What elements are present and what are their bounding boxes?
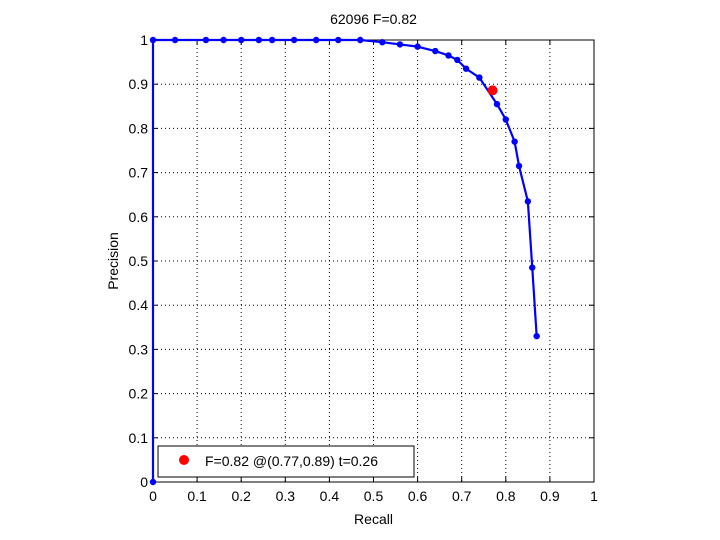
pr-curve-point — [149, 478, 157, 486]
y-tick-label: 1 — [140, 32, 148, 48]
x-tick-label: 0.7 — [452, 488, 472, 504]
legend: F=0.82 @(0.77,0.89) t=0.26 — [157, 445, 415, 478]
pr-curve-point — [238, 36, 245, 44]
x-axis-label: Recall — [354, 511, 393, 527]
pr-curve-point — [511, 138, 518, 145]
y-tick-label: 0.5 — [129, 253, 149, 269]
pr-curve-point — [149, 36, 157, 44]
pr-curve-point — [524, 198, 532, 205]
pr-curve-point — [202, 36, 210, 44]
pr-curve-point — [290, 36, 298, 44]
chart-title: 62096 F=0.82 — [330, 11, 417, 27]
grid — [153, 40, 594, 482]
pr-curve-point — [432, 47, 439, 55]
pr-curve-point — [515, 162, 523, 170]
x-tick-label: 0.9 — [540, 488, 560, 504]
pr-curve-point — [396, 41, 404, 48]
pr-curve-point — [255, 36, 263, 44]
x-tick-label: 0 — [149, 488, 157, 504]
pr-curve-point — [462, 65, 470, 72]
pr-curve-point — [493, 100, 501, 108]
x-tick-label: 0.5 — [364, 488, 384, 504]
x-tick-label: 0.2 — [231, 488, 251, 504]
y-tick-label: 0.9 — [129, 76, 149, 92]
y-tick-label: 0 — [140, 474, 148, 490]
legend-box — [157, 445, 415, 478]
pr-curve-point — [220, 36, 227, 44]
x-tick-label: 0.8 — [496, 488, 516, 504]
pr-curve-point — [533, 332, 540, 340]
y-tick-label: 0.2 — [129, 386, 149, 402]
axis-ticks: 0 0.1 0.2 0.3 0.4 0.5 0.6 0.7 0.8 0.9 1 0 0.1 0.2 0.3 0… — [129, 32, 599, 504]
x-tick-label: 0.3 — [276, 488, 296, 504]
pr-curve-point — [445, 52, 452, 59]
x-tick-label: 1 — [590, 488, 598, 504]
pr-curve-point — [357, 36, 364, 44]
pr-curve-point — [312, 36, 320, 44]
pr-curve-point — [454, 56, 461, 64]
pr-curve-point — [529, 264, 536, 271]
y-tick-label: 0.8 — [129, 120, 149, 136]
x-tick-label: 0.4 — [320, 488, 340, 504]
pr-curve-point — [268, 36, 276, 44]
y-tick-label: 0.4 — [129, 297, 149, 313]
best-f-point — [487, 85, 498, 96]
legend-marker — [179, 455, 189, 465]
pr-curve-point — [414, 43, 421, 50]
x-tick-label: 0.6 — [408, 488, 428, 504]
pr-curve-point — [171, 36, 179, 44]
y-tick-label: 0.6 — [129, 209, 149, 225]
y-tick-label: 0.1 — [129, 430, 149, 446]
pr-curve-point — [476, 74, 483, 81]
y-axis-label: Precision — [105, 232, 121, 290]
pr-curve-point — [379, 39, 386, 46]
pr-curve-point — [502, 116, 509, 123]
pr-curve-line — [151, 38, 538, 482]
legend-entry: F=0.82 @(0.77,0.89) t=0.26 — [205, 453, 378, 469]
x-tick-label: 0.1 — [187, 488, 207, 504]
series — [149, 36, 540, 486]
y-tick-label: 0.7 — [129, 165, 149, 181]
pr-curve-point — [335, 36, 342, 44]
y-tick-label: 0.3 — [129, 341, 149, 357]
